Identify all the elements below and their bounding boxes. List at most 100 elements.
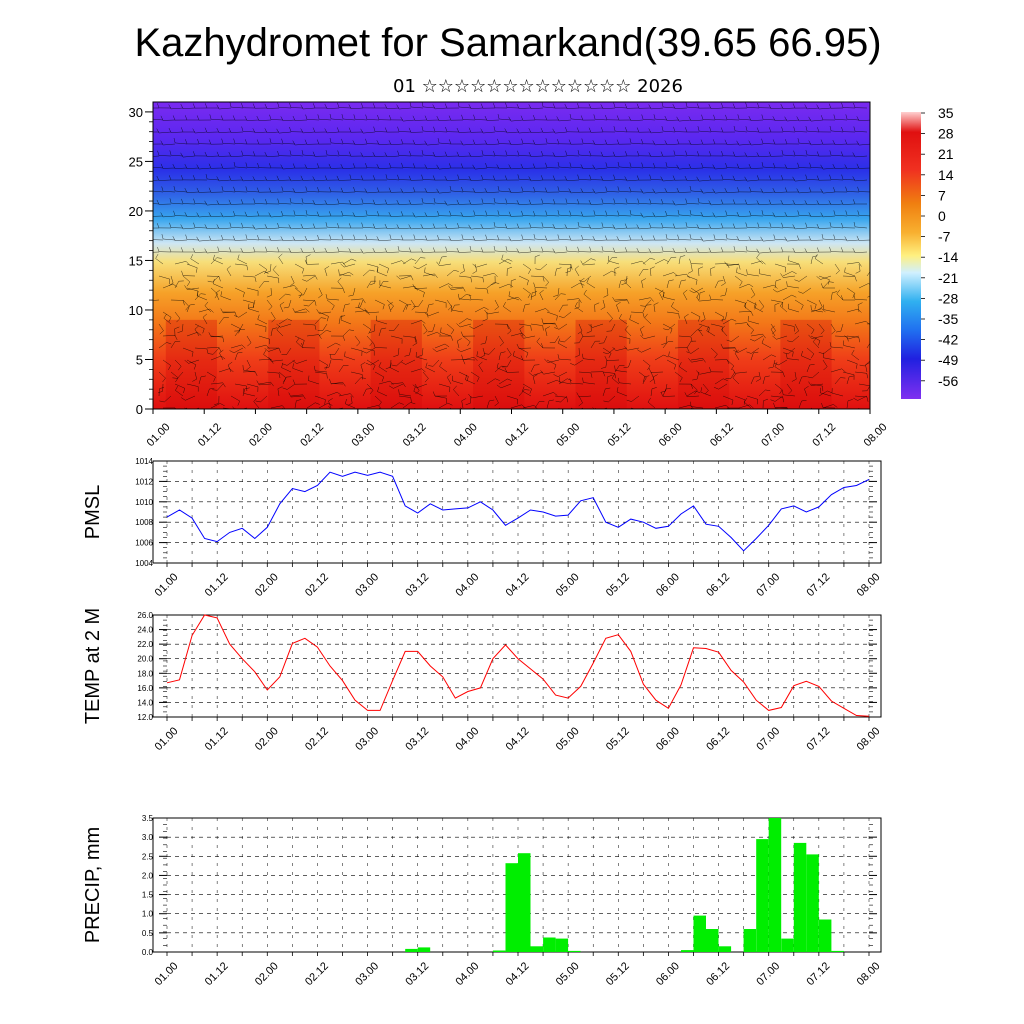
wind-barb (857, 302, 863, 313)
wind-barb (230, 323, 241, 334)
wind-barb (750, 287, 756, 299)
wind-barb (289, 197, 304, 205)
wind-barb (628, 116, 644, 122)
wind-barb (654, 287, 665, 298)
wind-barb (372, 223, 388, 229)
wind-barb (414, 257, 426, 265)
wind-barb (472, 235, 488, 241)
wind-barb (473, 114, 488, 121)
wind-barb (388, 323, 400, 331)
wind-barb (661, 222, 676, 229)
wind-barb (786, 353, 800, 361)
warm-band-6 (780, 319, 832, 409)
wind-barb (212, 278, 224, 289)
wind-barb (220, 163, 236, 169)
wind-barb (445, 246, 460, 253)
colorbar-label: -35 (938, 311, 958, 327)
wind-barb (448, 139, 463, 145)
wind-barb (412, 139, 428, 145)
wind-barb (768, 247, 784, 253)
wind-barb (227, 361, 233, 373)
wind-barb (603, 395, 616, 403)
wind-barb (397, 174, 412, 181)
wind-barb (629, 209, 644, 217)
wind-barb (690, 383, 698, 395)
wind-barb (665, 162, 680, 169)
wind-barb (170, 340, 181, 349)
wind-barb (485, 234, 500, 241)
wind-barb (714, 378, 728, 385)
wind-barb (174, 326, 180, 337)
wind-barb (853, 221, 868, 229)
wind-barb (397, 246, 412, 253)
time-tick-label: 04.12 (503, 421, 531, 449)
wind-barb (617, 377, 632, 385)
wind-barb (212, 383, 224, 391)
wind-barb (846, 308, 862, 313)
wind-barb (684, 175, 700, 181)
x-tick-label: 07.00 (754, 571, 782, 599)
x-tick-label: 07.12 (804, 725, 832, 753)
wind-barb (222, 407, 235, 409)
wind-barb (654, 259, 669, 265)
wind-barb (202, 313, 208, 325)
wind-barb (520, 163, 536, 169)
precip-bar (781, 938, 794, 952)
x-tick-label: 06.12 (704, 960, 732, 988)
wind-barb (504, 367, 520, 373)
wind-barb (216, 104, 232, 110)
wind-barb (756, 152, 772, 158)
wind-barb (769, 222, 784, 229)
wind-barb (412, 383, 428, 389)
wind-barb (209, 114, 224, 121)
wind-barb (816, 247, 832, 253)
wind-barb (689, 234, 704, 241)
wind-barb (629, 314, 640, 325)
wind-barb (666, 279, 674, 289)
wind-barb (221, 235, 236, 241)
wind-barb (805, 150, 820, 157)
wind-barb (822, 359, 828, 371)
wind-barb (341, 234, 356, 241)
wind-barb (493, 126, 508, 133)
wind-barb (697, 126, 712, 133)
wind-barb (338, 269, 352, 277)
wind-barb (456, 347, 472, 353)
wind-barb (456, 199, 472, 205)
wind-barb (268, 187, 284, 193)
wind-barb (412, 212, 428, 218)
wind-barb (254, 323, 267, 332)
wind-barb (348, 223, 363, 229)
wind-barb (554, 267, 562, 277)
wind-barb (436, 188, 452, 194)
wind-barb (153, 299, 160, 301)
wind-barb (155, 253, 164, 265)
wind-barb (180, 224, 196, 230)
wind-barb (294, 335, 305, 346)
wind-barb (829, 246, 844, 253)
wind-barb (805, 126, 820, 133)
height-tick-label: 25 (129, 154, 143, 169)
wind-barb (708, 175, 724, 181)
wind-barb (820, 212, 836, 218)
x-tick-label: 07.12 (804, 571, 832, 599)
wind-barb (648, 128, 664, 134)
wind-barb (773, 234, 788, 241)
wind-barb (665, 210, 680, 217)
wind-barb (793, 126, 808, 133)
wind-barb (233, 186, 248, 193)
wind-barb (312, 103, 327, 109)
wind-barb (845, 114, 860, 121)
wind-barb (841, 222, 856, 229)
wind-barb (853, 395, 868, 401)
wind-barb (504, 128, 520, 134)
wind-barb (614, 299, 630, 304)
wind-barb (217, 246, 232, 253)
wind-barb (855, 263, 861, 274)
wind-barb (552, 152, 568, 158)
wind-barb (661, 126, 676, 133)
wind-barb (840, 247, 855, 253)
wind-barb (653, 163, 668, 169)
wind-barb (465, 395, 472, 406)
wind-barb (713, 383, 728, 390)
